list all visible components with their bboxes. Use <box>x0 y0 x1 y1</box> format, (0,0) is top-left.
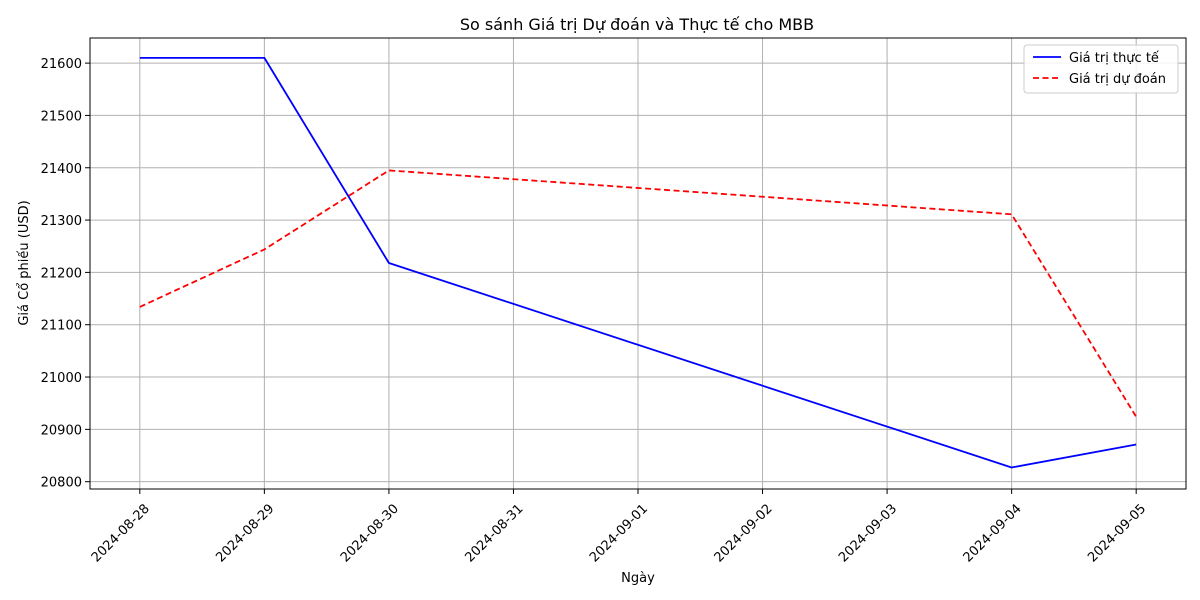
y-tick-label: 20900 <box>41 423 82 438</box>
grid <box>90 38 1186 489</box>
y-axis: 20800 20900 21000 21100 21200 21300 21400 21500… <box>41 57 90 491</box>
y-tick-label: 21300 <box>41 214 82 229</box>
series-line-actual <box>139 57 1137 469</box>
y-tick-label: 20800 <box>41 476 82 491</box>
legend-label: Giá trị thực tế <box>1069 51 1159 66</box>
x-axis-label: Ngày <box>621 571 655 586</box>
y-tick-label: 21000 <box>41 371 82 386</box>
y-tick-label: 21100 <box>41 319 82 334</box>
legend-label: Giá trị dự đoán <box>1069 72 1166 87</box>
series-layer <box>139 57 1137 469</box>
series-line-predicted <box>139 169 1137 418</box>
y-axis-label: Giá Cổ phiếu (USD) <box>17 200 32 325</box>
y-tick-label: 21500 <box>41 109 82 124</box>
chart-title: So sánh Giá trị Dự đoán và Thực tế cho M… <box>460 15 814 34</box>
y-tick-label: 21400 <box>41 162 82 177</box>
y-tick-label: 21200 <box>41 266 82 281</box>
y-tick-label: 21600 <box>41 57 82 72</box>
legend: Giá trị thực tế Giá trị dự đoán <box>1023 44 1179 94</box>
legend-box <box>1023 44 1179 94</box>
